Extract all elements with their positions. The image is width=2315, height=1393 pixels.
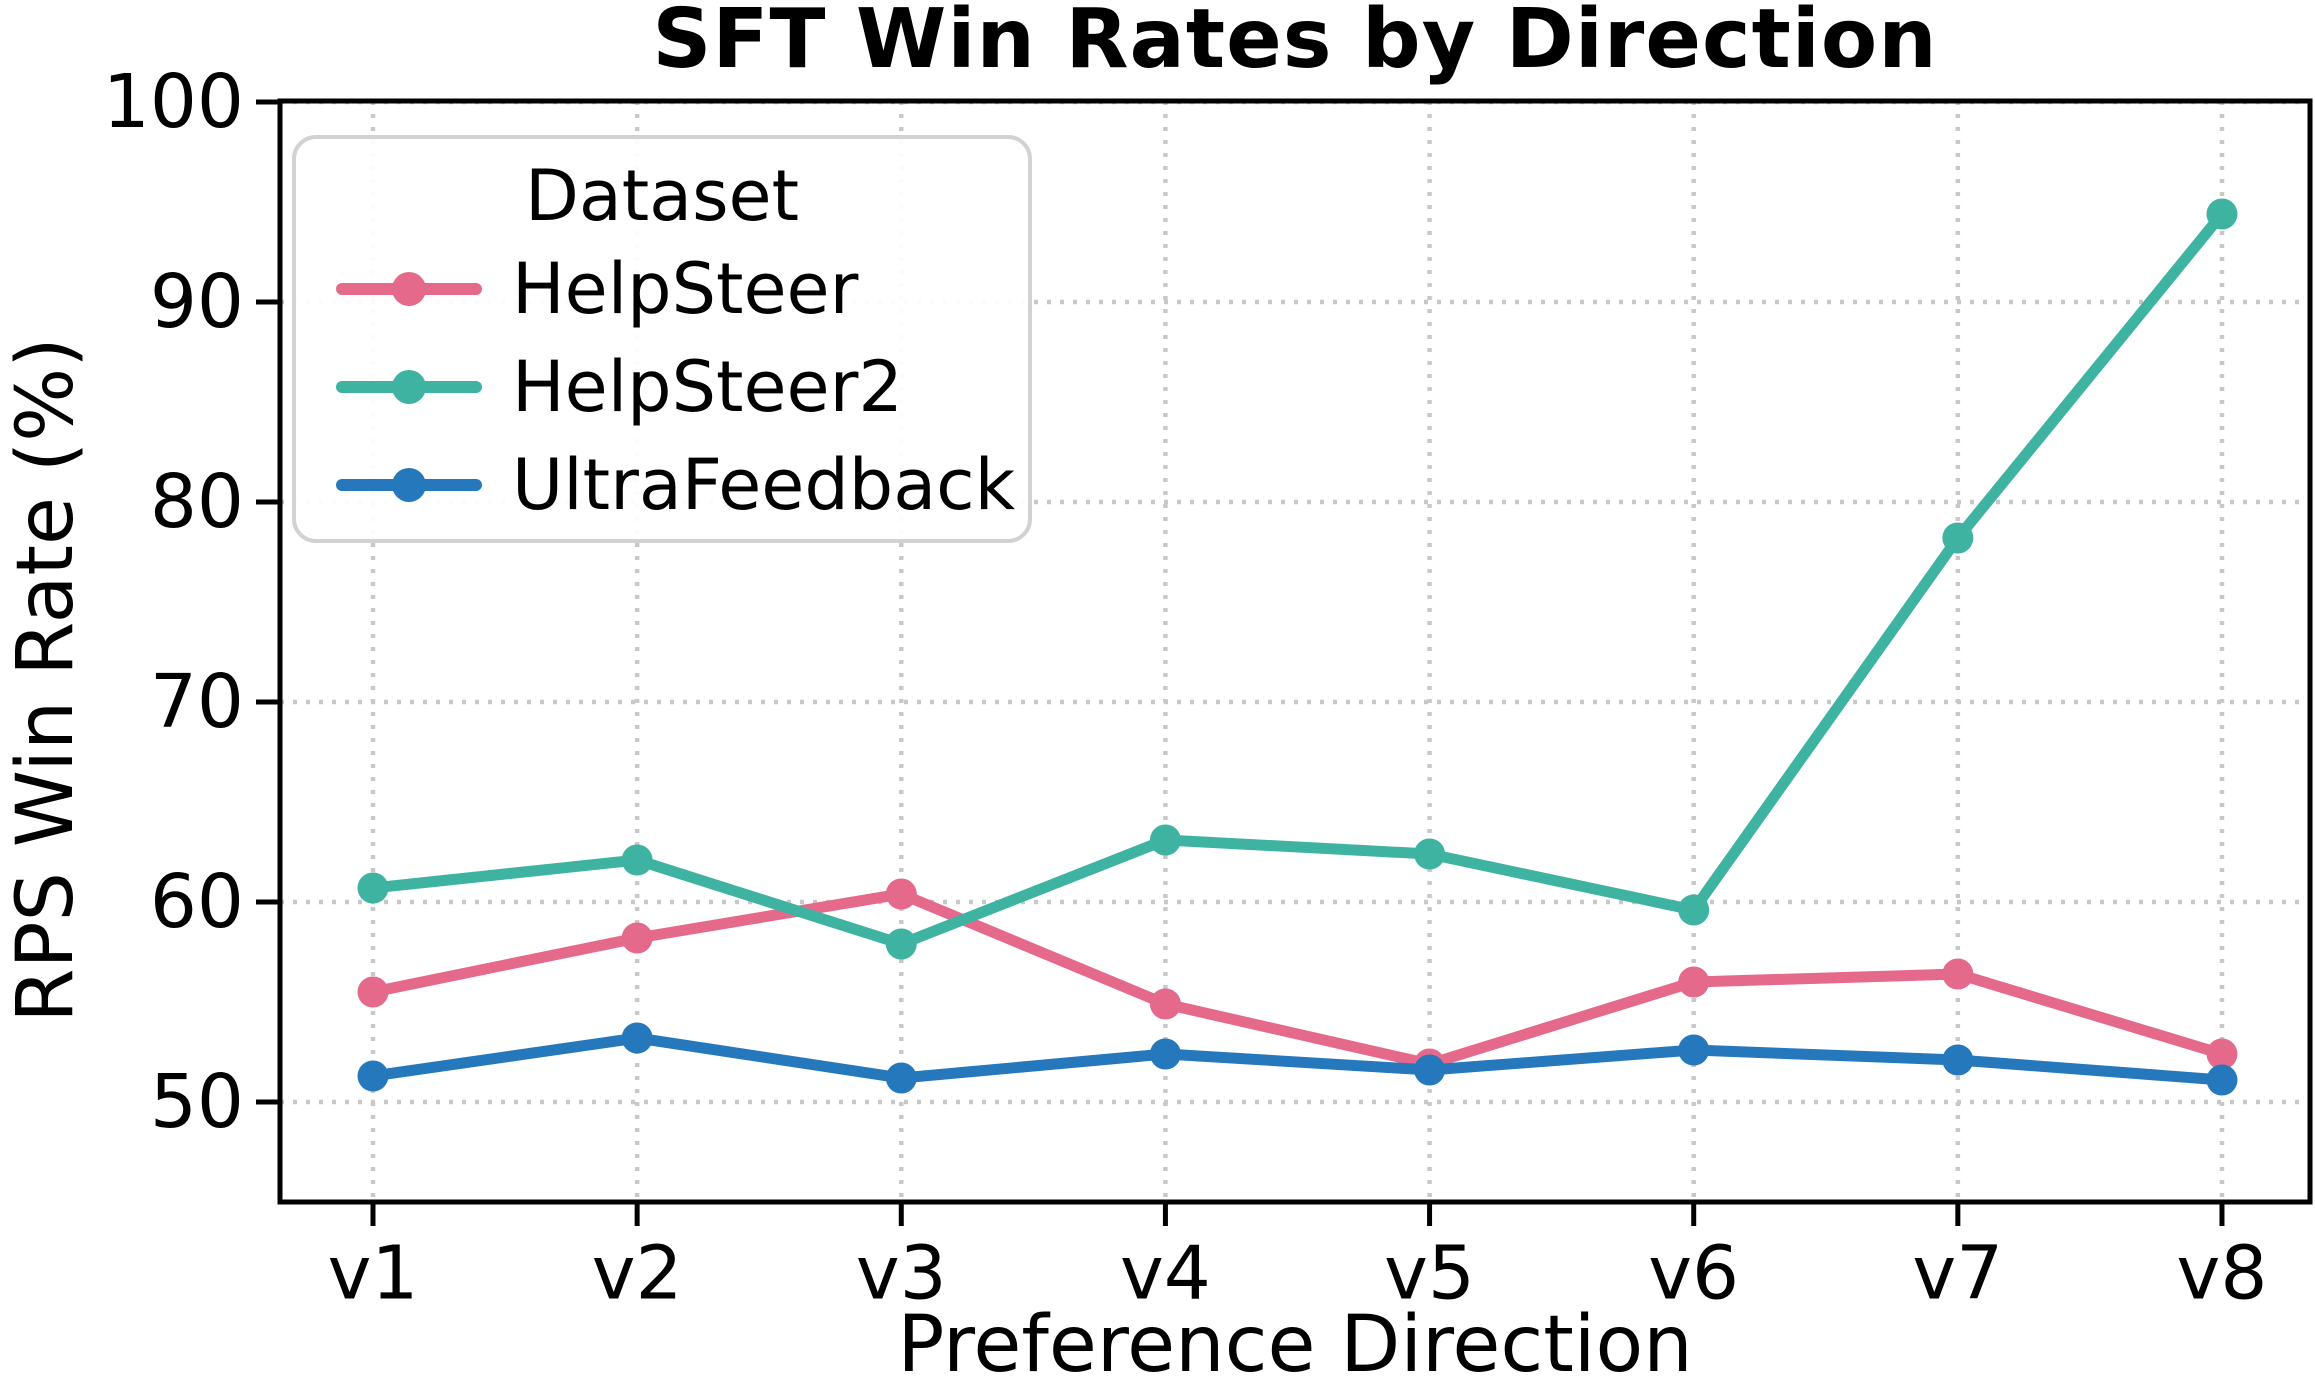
data-point-HelpSteer2-v3 bbox=[885, 928, 917, 960]
data-point-UltraFeedback-v4 bbox=[1149, 1038, 1181, 1070]
data-point-HelpSteer2-v6 bbox=[1678, 894, 1710, 926]
y-tick-label-90: 90 bbox=[150, 259, 244, 345]
data-point-HelpSteer-v6 bbox=[1678, 966, 1710, 998]
chart-title: SFT Win Rates by Direction bbox=[652, 0, 1938, 87]
x-tick-label-v6: v6 bbox=[1648, 1230, 1739, 1316]
y-tick-label-100: 100 bbox=[103, 59, 244, 145]
legend-label: UltraFeedback bbox=[512, 444, 1016, 526]
data-point-HelpSteer2-v8 bbox=[2206, 198, 2238, 230]
x-tick-label-v7: v7 bbox=[1912, 1230, 2003, 1316]
x-tick-label-v2: v2 bbox=[592, 1230, 683, 1316]
legend-dot bbox=[392, 272, 426, 306]
data-point-UltraFeedback-v5 bbox=[1414, 1054, 1446, 1086]
series-line-HelpSteer2 bbox=[367, 208, 2228, 950]
axes-spines bbox=[277, 98, 2313, 1205]
x-tick-label-v4: v4 bbox=[1120, 1230, 1211, 1316]
legend-dot bbox=[392, 468, 426, 502]
legend-label: HelpSteer2 bbox=[512, 346, 903, 428]
series-line-HelpSteer bbox=[367, 888, 2228, 1070]
legend-line-marker-icon bbox=[336, 345, 482, 429]
y-tick-label-70: 70 bbox=[150, 659, 244, 745]
x-tick-label-v1: v1 bbox=[328, 1230, 419, 1316]
data-point-UltraFeedback-v6 bbox=[1678, 1034, 1710, 1066]
data-point-HelpSteer-v8 bbox=[2206, 1038, 2238, 1070]
series-line-UltraFeedback bbox=[367, 1032, 2228, 1086]
data-point-UltraFeedback-v8 bbox=[2206, 1064, 2238, 1096]
legend-title: Dataset bbox=[524, 155, 800, 237]
x-tick-label-v8: v8 bbox=[2177, 1230, 2268, 1316]
x-tick-label-v5: v5 bbox=[1384, 1230, 1475, 1316]
data-point-HelpSteer-v4 bbox=[1149, 988, 1181, 1020]
legend-line-marker-icon bbox=[336, 247, 482, 331]
data-point-HelpSteer2-v2 bbox=[621, 844, 653, 876]
data-point-UltraFeedback-v3 bbox=[885, 1062, 917, 1094]
data-point-HelpSteer-v1 bbox=[357, 976, 389, 1008]
legend-dot bbox=[392, 370, 426, 404]
y-tick-label-60: 60 bbox=[150, 859, 244, 945]
data-point-HelpSteer2-v5 bbox=[1414, 838, 1446, 870]
legend-label: HelpSteer bbox=[512, 248, 859, 330]
data-point-UltraFeedback-v7 bbox=[1942, 1044, 1974, 1076]
data-point-HelpSteer-v3 bbox=[885, 878, 917, 910]
data-point-HelpSteer-v7 bbox=[1942, 958, 1974, 990]
x-axis-label: Preference Direction bbox=[897, 1300, 1693, 1390]
data-point-UltraFeedback-v1 bbox=[357, 1060, 389, 1092]
legend-entry-UltraFeedback: UltraFeedback bbox=[336, 443, 1015, 527]
data-point-HelpSteer2-v7 bbox=[1942, 522, 1974, 554]
legend-entry-HelpSteer: HelpSteer bbox=[336, 247, 996, 331]
y-axis-label: RPS Win Rate (%) bbox=[1, 337, 91, 1023]
x-tick-label-v3: v3 bbox=[856, 1230, 947, 1316]
y-tick-label-80: 80 bbox=[150, 459, 244, 545]
data-point-HelpSteer-v2 bbox=[621, 922, 653, 954]
data-point-UltraFeedback-v2 bbox=[621, 1022, 653, 1054]
legend: Dataset HelpSteer HelpSteer2 UltraFeedback bbox=[292, 135, 1032, 543]
data-point-HelpSteer2-v4 bbox=[1149, 824, 1181, 856]
y-tick-label-50: 50 bbox=[150, 1059, 244, 1145]
data-point-HelpSteer2-v1 bbox=[357, 872, 389, 904]
legend-entry-HelpSteer2: HelpSteer2 bbox=[336, 345, 996, 429]
legend-line-marker-icon bbox=[336, 443, 482, 527]
